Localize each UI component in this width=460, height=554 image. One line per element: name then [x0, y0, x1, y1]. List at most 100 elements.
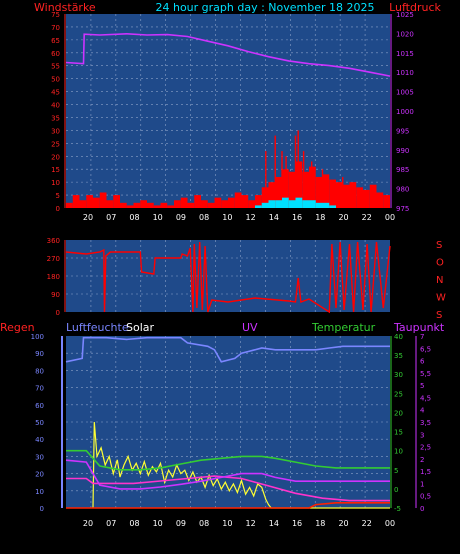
- panel-climate: 0102030405060708090100-50510152025303540…: [31, 333, 432, 528]
- wind-direction-line: [65, 241, 391, 314]
- wind-bar: [336, 182, 343, 208]
- wind-bar: [72, 195, 80, 208]
- wind-tick-label: 30: [51, 127, 60, 135]
- rain-label: Regen: [0, 321, 35, 334]
- pressure-axis-title: Luftdruck: [389, 1, 441, 14]
- wind-bar: [369, 184, 377, 208]
- uv-tick-label: 5: [420, 382, 424, 390]
- direction-tick-label: 0: [56, 309, 60, 317]
- uv-tick-label: 5,5: [420, 370, 431, 378]
- compass-label: S: [436, 310, 442, 321]
- wind-bar: [255, 205, 262, 208]
- wind-tick-label: 55: [51, 63, 60, 71]
- time-tick-label: 08: [199, 519, 209, 528]
- humidity-tick-label: 90: [35, 350, 44, 358]
- time-tick-label: 22: [362, 519, 372, 528]
- wind-bar: [93, 197, 100, 208]
- wind-bar: [187, 202, 195, 208]
- time-tick-label: 10: [153, 213, 163, 222]
- direction-tick-label: 360: [47, 237, 60, 245]
- uv-tick-label: 1,5: [420, 468, 431, 476]
- wind-bar: [282, 197, 289, 208]
- wind-bar: [99, 192, 107, 208]
- wind-bar: [255, 195, 262, 208]
- wind-bar: [248, 200, 255, 208]
- wind-bar: [288, 171, 296, 208]
- series-solar: [92, 421, 390, 509]
- wind-bar: [167, 205, 174, 208]
- temperature-tick-label: 35: [394, 352, 403, 360]
- wind-bar: [153, 205, 161, 208]
- series-wind-pressure: [65, 32, 391, 208]
- time-tick-label: 20: [338, 519, 348, 528]
- pressure-tick-label: 1000: [396, 108, 414, 116]
- wind-bar: [275, 176, 282, 208]
- uv-tick-label: 6: [420, 358, 425, 366]
- compass-label: N: [436, 275, 443, 286]
- time-tick-label: 14: [269, 213, 279, 222]
- grid-climate: [66, 336, 390, 508]
- pressure-tick-label: 995: [396, 127, 409, 135]
- solar-label: Solar: [126, 321, 155, 334]
- humidity-tick-label: 40: [35, 436, 44, 444]
- humidity-tick-label: 100: [31, 333, 44, 341]
- uv-tick-label: 4: [420, 407, 425, 415]
- wind-bar: [214, 197, 222, 208]
- wind-tick-label: 50: [51, 76, 60, 84]
- wind-bar: [322, 202, 330, 208]
- wind-bar: [160, 202, 168, 208]
- wind-bar: [302, 171, 309, 208]
- temperature-tick-label: -5: [394, 505, 401, 513]
- wind-bar: [241, 195, 249, 208]
- pressure-tick-label: 990: [396, 147, 409, 155]
- temperature-tick-label: 0: [394, 486, 398, 494]
- temperature-tick-label: 10: [394, 448, 403, 456]
- time-tick-label: 08: [129, 213, 139, 222]
- time-tick-label: 09: [176, 519, 186, 528]
- series-uv: [66, 475, 390, 502]
- wind-tick-label: 0: [56, 205, 60, 213]
- series-luftfeuchte: [65, 336, 390, 363]
- humidity-tick-label: 70: [35, 385, 44, 393]
- direction-tick-label: 90: [51, 291, 60, 299]
- humidity-tick-label: 30: [35, 453, 44, 461]
- time-tick-label: 20: [83, 519, 93, 528]
- humidity-tick-label: 60: [35, 402, 44, 410]
- wind-bar: [342, 184, 350, 208]
- wind-bar: [79, 200, 87, 208]
- wind-bar: [315, 202, 323, 208]
- pressure-tick-label: 1010: [396, 69, 414, 77]
- series-climate: [65, 336, 390, 509]
- pressure-tick-label: 985: [396, 166, 409, 174]
- time-tick-label: 07: [106, 519, 116, 528]
- wind-bar: [376, 192, 384, 208]
- dewpoint-label: Taupunkt: [393, 321, 445, 334]
- series-regen: [66, 502, 390, 509]
- direction-tick-label: 180: [47, 273, 60, 281]
- wind-bar: [349, 182, 357, 208]
- wind-tick-label: 40: [51, 102, 60, 110]
- wind-bar: [126, 205, 134, 208]
- uv-tick-label: 2,5: [420, 444, 431, 452]
- wind-bar: [329, 179, 336, 208]
- pressure-tick-label: 1015: [396, 50, 414, 58]
- temperature-tick-label: 30: [394, 371, 403, 379]
- axes-wind: 0510152025303540455055606570759759809859…: [51, 11, 414, 222]
- time-tick-label: 18: [315, 519, 325, 528]
- wind-bar: [309, 200, 316, 208]
- wind-tick-label: 35: [51, 114, 60, 122]
- wind-tick-label: 25: [51, 140, 60, 148]
- uv-tick-label: 3: [420, 431, 424, 439]
- wind-bar: [194, 195, 201, 208]
- temperature-tick-label: 5: [394, 467, 398, 475]
- uv-tick-label: 2: [420, 456, 424, 464]
- time-tick-label: 20: [83, 213, 93, 222]
- wind-tick-label: 10: [51, 179, 60, 187]
- temperature-tick-label: 20: [394, 409, 403, 417]
- pressure-tick-label: 975: [396, 205, 409, 213]
- uv-tick-label: 6,5: [420, 345, 431, 353]
- wind-bar: [322, 174, 330, 208]
